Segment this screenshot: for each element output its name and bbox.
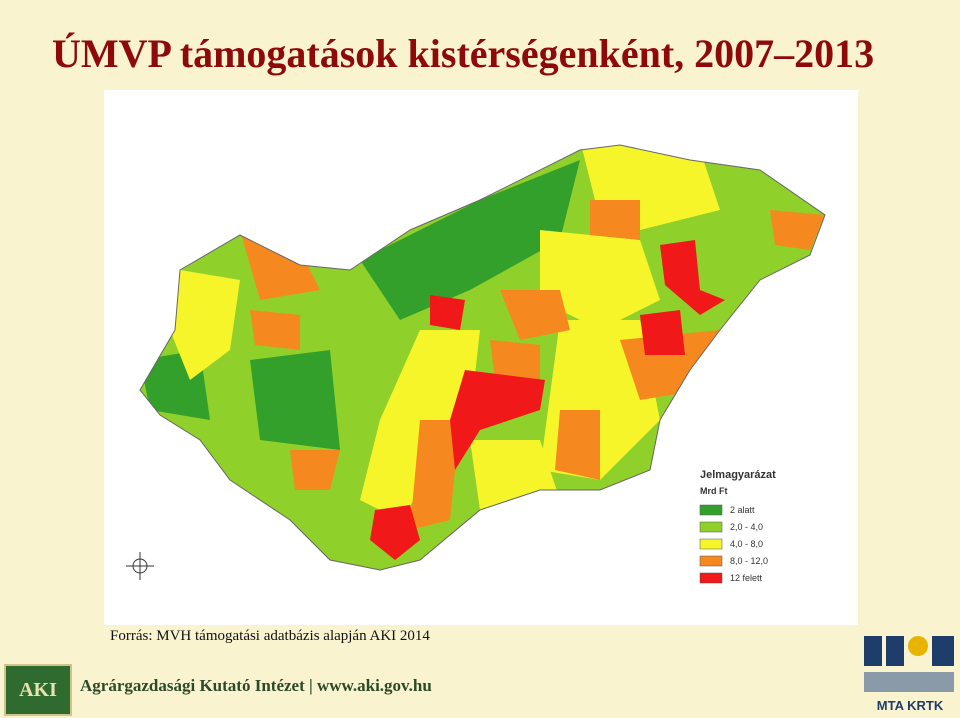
source: Forrás: MVH támogatási adatbázis alapján…	[110, 628, 430, 644]
legend-title: Jelmagyarázat	[700, 469, 776, 481]
legend-swatch	[699, 555, 723, 567]
compass	[126, 552, 154, 580]
legend-swatch	[699, 572, 723, 584]
legend-unit: Mrd Ft	[700, 486, 728, 496]
legend-label: 4,0 - 8,0	[730, 539, 763, 549]
legend: 2 alatt 2,0 - 4,0 4,0 - 8,0 8,0 - 12,0 12 fe…	[699, 504, 768, 584]
legend-swatch	[699, 521, 723, 533]
legend-label: 12 felett	[730, 573, 763, 583]
legend-label: 2,0 - 4,0	[730, 522, 763, 532]
title: ÚMVP támogatások kistérségenként, 2007–2…	[52, 31, 875, 76]
legend-swatch	[699, 504, 723, 516]
legend-swatch	[699, 538, 723, 550]
legend-label: 2 alatt	[730, 505, 755, 515]
aki-logo: AKI	[4, 664, 72, 716]
institute: Agrárgazdasági Kutató Intézet | www.aki.…	[80, 676, 432, 695]
partner: MTA KRTK	[877, 698, 944, 713]
legend-label: 8,0 - 12,0	[730, 556, 768, 566]
border	[139, 144, 826, 571]
mta-logo: MTA KRTK	[864, 636, 954, 713]
